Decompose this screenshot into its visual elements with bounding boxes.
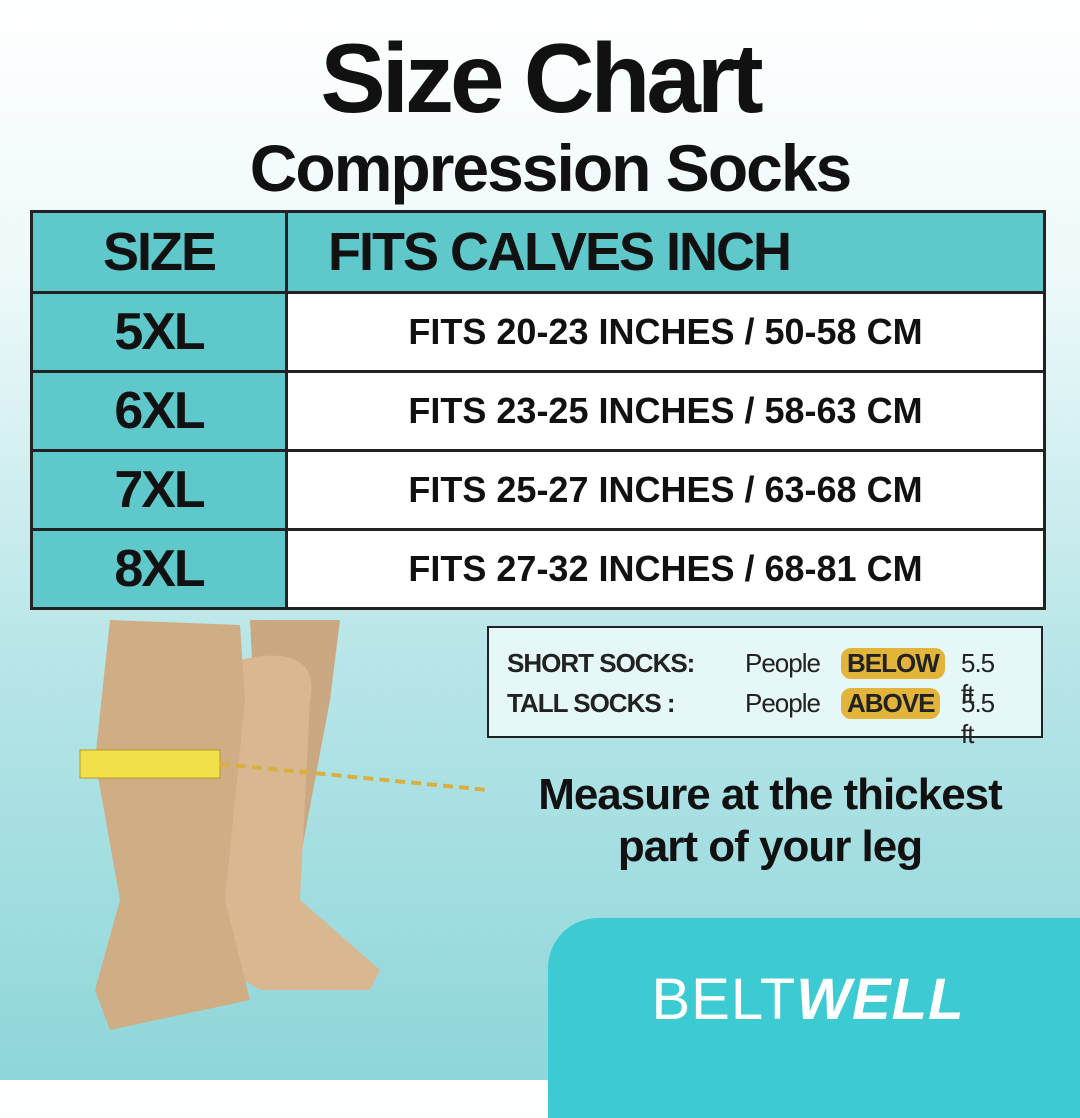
guide-label: TALL SOCKS :: [507, 688, 676, 718]
table-row: 6XL FITS 23-25 INCHES / 58-63 CM: [30, 370, 1046, 452]
guide-height: 5.5 ft: [961, 688, 995, 749]
fit-cell: FITS 23-25 INCHES / 58-63 CM: [285, 370, 1046, 452]
brand-part: WELL: [796, 967, 965, 1032]
legs-illustration: [79, 620, 489, 1030]
size-cell: 6XL: [30, 370, 288, 452]
height-guide: SHORT SOCKS: People BELOW 5.5 ft TALL SOCKS …: [487, 626, 1043, 749]
size-cell: 7XL: [30, 449, 288, 531]
tape-measure: [79, 749, 221, 779]
column-header: SIZE: [30, 210, 288, 294]
size-cell: 8XL: [30, 528, 288, 610]
brand-part: BELT: [651, 967, 797, 1032]
column-header: FITS CALVES INCH: [285, 210, 1046, 294]
guide-people: People: [745, 648, 821, 678]
header-row: SIZE FITS CALVES INCH: [30, 210, 1046, 294]
brand-logo: BELTWELL: [548, 966, 1068, 1033]
measure-note: Measure at the thickest: [538, 770, 1003, 819]
sock-front: [95, 620, 250, 1030]
table-row: 5XL FITS 20-23 INCHES / 50-58 CM: [30, 291, 1046, 373]
table-row: 8XL FITS 27-32 INCHES / 68-81 CM: [30, 528, 1046, 610]
size-cell: 5XL: [30, 291, 288, 373]
title: Size Chart: [320, 23, 763, 133]
table-row: 7XL FITS 25-27 INCHES / 63-68 CM: [30, 449, 1046, 531]
fit-cell: FITS 20-23 INCHES / 50-58 CM: [285, 291, 1046, 373]
subtitle: Compression Socks: [249, 131, 853, 205]
measure-note: part of your leg: [617, 822, 923, 871]
guide-relation: ABOVE: [841, 688, 941, 719]
sock-back: [210, 655, 380, 990]
fit-cell: FITS 25-27 INCHES / 63-68 CM: [285, 449, 1046, 531]
fit-cell: FITS 27-32 INCHES / 68-81 CM: [285, 528, 1046, 610]
guide-label: SHORT SOCKS:: [507, 648, 695, 678]
guide-height: 5.5 ft: [961, 648, 995, 709]
guide-relation: BELOW: [841, 648, 945, 679]
guide-people: People: [745, 688, 821, 718]
size-table: SIZE FITS CALVES INCH 5XL FITS 20-23 INCH…: [30, 210, 1046, 610]
pointer-line: [219, 762, 489, 792]
